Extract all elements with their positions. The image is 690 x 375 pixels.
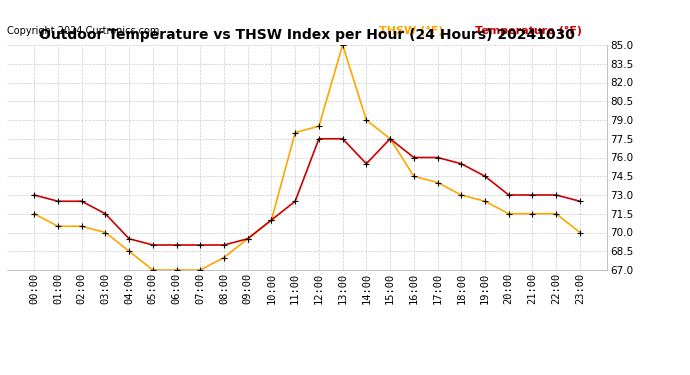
Title: Outdoor Temperature vs THSW Index per Hour (24 Hours) 20241030: Outdoor Temperature vs THSW Index per Ho… (39, 28, 575, 42)
Text: Copyright 2024 Curtronics.com: Copyright 2024 Curtronics.com (7, 26, 159, 36)
Text: THSW (°F): THSW (°F) (379, 26, 444, 36)
Text: Temperature (°F): Temperature (°F) (475, 26, 582, 36)
